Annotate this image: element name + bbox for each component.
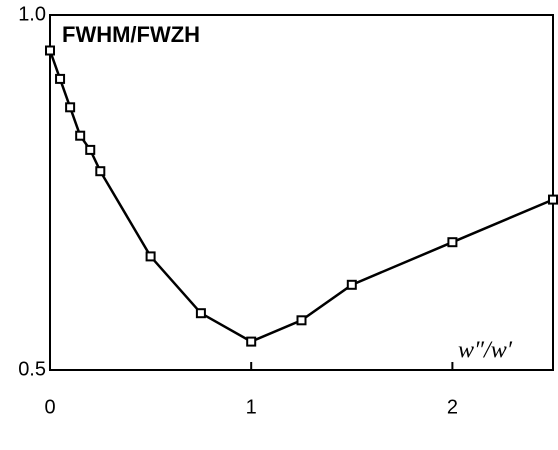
data-point <box>95 166 106 177</box>
data-point <box>65 102 76 113</box>
y-tick-label: 0.5 <box>18 358 46 380</box>
data-point <box>296 315 307 326</box>
x-tick-label: 0 <box>44 396 55 418</box>
data-line <box>48 50 554 343</box>
data-point <box>346 279 357 290</box>
y-tick-label: 1.0 <box>18 3 46 25</box>
data-point <box>75 130 86 141</box>
data-point <box>447 237 458 248</box>
chart-title: FWHM/FWZH <box>62 22 200 47</box>
x-tick-label: 2 <box>447 396 458 418</box>
axis-annotation: w″/w′ <box>458 338 513 364</box>
x-tick-label: 1 <box>246 396 257 418</box>
data-point <box>145 251 156 262</box>
data-point <box>45 45 55 56</box>
plot-frame <box>49 14 554 371</box>
data-point <box>195 308 206 319</box>
data-point <box>85 144 96 155</box>
data-point <box>55 73 66 84</box>
data-point <box>548 194 558 205</box>
data-point <box>246 336 257 347</box>
